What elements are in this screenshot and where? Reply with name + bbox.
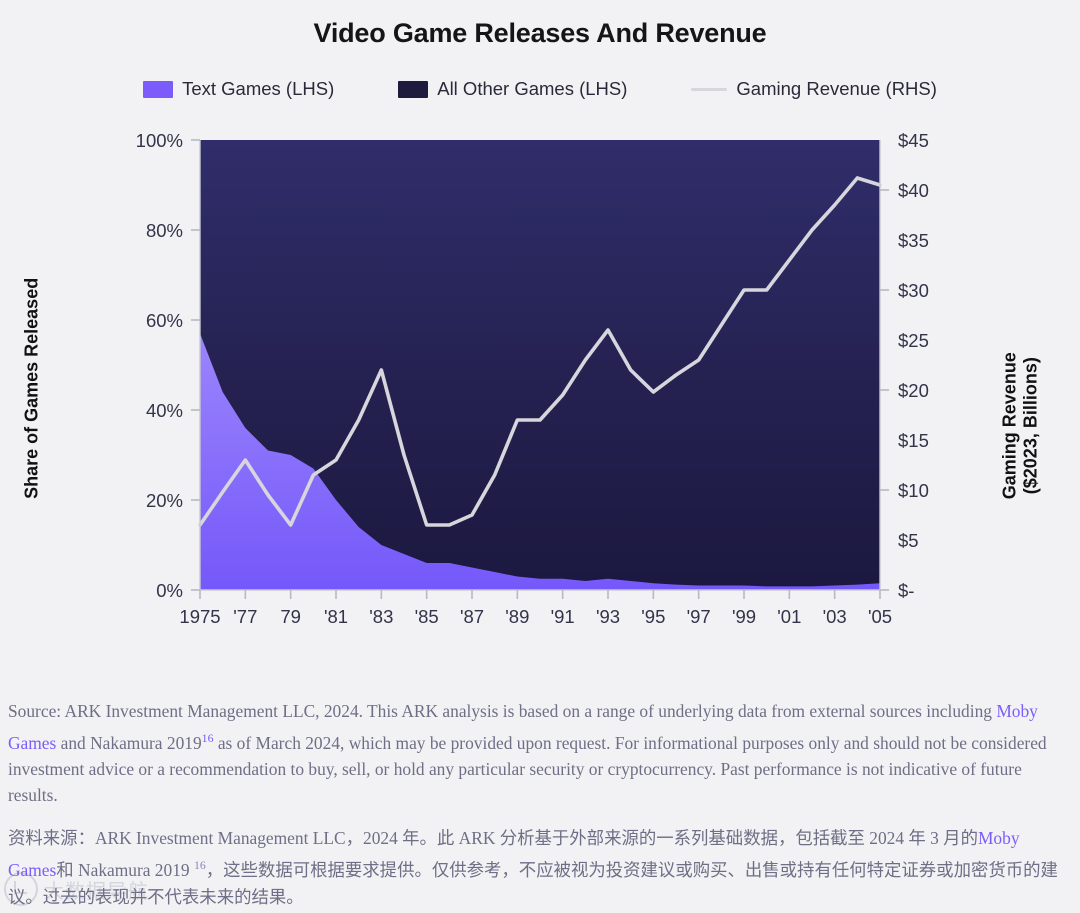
legend-item-text-games: Text Games (LHS)	[143, 78, 334, 100]
legend-label: Gaming Revenue (RHS)	[736, 78, 937, 99]
gaming-revenue-line-icon	[691, 87, 728, 91]
footnote-zh-text3: ，这些数据可根据要求提供。仅供参考，不应被视为投资建议或购买、出售或持有任何特定…	[8, 859, 1058, 907]
right-axis-tick-label: $-	[898, 580, 914, 601]
moby-games-link-en[interactable]: Moby Games	[8, 701, 1038, 753]
left-axis-tick-label: 40%	[146, 400, 183, 421]
footnotes: Source: ARK Investment Management LLC, 2…	[8, 698, 1070, 911]
text-games-swatch-icon	[143, 80, 174, 98]
x-axis-tick-label: '05	[868, 606, 892, 627]
x-axis-tick-label: '99	[732, 606, 756, 627]
x-axis-tick-label: '03	[823, 606, 847, 627]
x-axis-tick-label: '83	[369, 606, 393, 627]
right-axis-tick-label: $5	[898, 530, 919, 551]
legend-item-gaming-revenue: Gaming Revenue (RHS)	[691, 78, 937, 100]
legend-item-all-other-games: All Other Games (LHS)	[398, 78, 627, 100]
x-axis-tick-label: '89	[505, 606, 529, 627]
left-axis-tick-label: 60%	[146, 310, 183, 331]
right-axis-tick-label: $20	[898, 380, 929, 401]
legend-label: Text Games (LHS)	[182, 78, 335, 99]
right-axis-tick-label: $15	[898, 430, 929, 451]
x-axis-tick-label: 79	[280, 606, 301, 627]
x-axis-tick-label: '81	[324, 606, 348, 627]
moby-games-link-zh[interactable]: Moby Games	[8, 827, 1020, 880]
footnote-zh-text2: 和 Nakamura 2019	[56, 859, 194, 880]
right-axis-title: Gaming Revenue ($2023, Billions)	[999, 311, 1040, 541]
footnote-ref-16-zh[interactable]: 16	[193, 857, 206, 872]
left-axis-tick-label: 80%	[146, 220, 183, 241]
right-axis-tick-label: $40	[898, 180, 929, 201]
right-axis-tick-label: $45	[898, 130, 929, 151]
x-axis-tick-label: '93	[596, 606, 620, 627]
all-other-games-area	[200, 140, 880, 590]
left-axis-title: Share of Games Released	[21, 277, 42, 499]
gaming-revenue-line	[198, 176, 882, 527]
footnote-zh-text1: 资料来源：ARK Investment Management LLC，2024 …	[8, 827, 978, 848]
chart-svg: 0% 20% 40% 60% 80% 100% $- $5 $10 $15 $20 $25 $30 $35…	[136, 130, 929, 627]
footnote-ref-16-en[interactable]: 16	[201, 730, 214, 745]
x-axis-tick-label: '95	[641, 606, 665, 627]
footnote-chinese: 资料来源：ARK Investment Management LLC，2024 …	[8, 825, 1070, 911]
chart-legend: Text Games (LHS) All Other Games (LHS) G…	[0, 78, 1080, 100]
right-axis-tick-label: $10	[898, 480, 929, 501]
text-games-area	[200, 333, 880, 590]
right-axis-tick-label: $30	[898, 280, 929, 301]
legend-label: All Other Games (LHS)	[437, 78, 628, 99]
chart-plot-area: 0% 20% 40% 60% 80% 100% $- $5 $10 $15 $20 $25 $30 $35…	[0, 120, 1080, 640]
right-axis-title-line1: Gaming Revenue	[999, 352, 1020, 500]
left-axis-tick-label: 0%	[156, 580, 183, 601]
x-axis-tick-label: '87	[460, 606, 484, 627]
x-axis-tick-label: '97	[687, 606, 711, 627]
footnote-en-text1: Source: ARK Investment Management LLC, 2…	[8, 701, 997, 721]
footnote-en-text2: and Nakamura 2019	[56, 732, 202, 753]
x-axis-tick-label: '01	[777, 606, 801, 627]
x-axis-tick-label: '91	[551, 606, 575, 627]
page-title: Video Game Releases And Revenue	[313, 18, 767, 48]
all-other-games-swatch-icon	[398, 80, 429, 98]
right-axis-tick-label: $25	[898, 330, 929, 351]
right-axis-title-line2: ($2023, Billions)	[1020, 357, 1040, 495]
footnote-en-text3: as of March 2024, which may be provided …	[8, 732, 1047, 806]
footnote-english: Source: ARK Investment Management LLC, 2…	[8, 698, 1070, 809]
right-axis-tick-label: $35	[898, 230, 929, 251]
left-axis-tick-label: 100%	[136, 130, 183, 151]
x-axis-tick-label: '85	[415, 606, 439, 627]
x-axis-tick-label: 1975	[179, 606, 220, 627]
x-axis-tick-label: '77	[233, 606, 257, 627]
left-axis-tick-label: 20%	[146, 490, 183, 511]
